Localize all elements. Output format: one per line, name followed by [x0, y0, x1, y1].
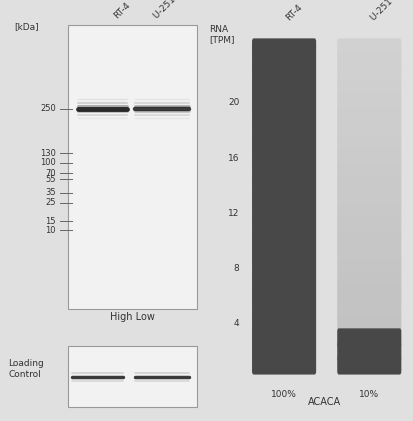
FancyBboxPatch shape: [252, 204, 316, 223]
FancyBboxPatch shape: [252, 93, 316, 112]
Text: 4: 4: [233, 320, 239, 328]
FancyBboxPatch shape: [252, 107, 316, 126]
FancyBboxPatch shape: [252, 38, 316, 57]
FancyBboxPatch shape: [337, 204, 400, 223]
FancyBboxPatch shape: [252, 135, 316, 154]
FancyBboxPatch shape: [252, 163, 316, 181]
Text: [kDa]: [kDa]: [14, 22, 38, 31]
Text: 130: 130: [40, 149, 56, 157]
Text: High Low: High Low: [109, 312, 154, 322]
FancyBboxPatch shape: [68, 25, 197, 309]
Text: U-251 MG: U-251 MG: [152, 0, 190, 21]
Text: 15: 15: [45, 216, 56, 226]
Text: RNA
[TPM]: RNA [TPM]: [209, 24, 234, 44]
Text: 16: 16: [228, 154, 239, 163]
FancyBboxPatch shape: [252, 328, 316, 347]
FancyBboxPatch shape: [337, 287, 400, 306]
FancyBboxPatch shape: [337, 163, 400, 181]
Text: 70: 70: [45, 168, 56, 178]
FancyBboxPatch shape: [337, 190, 400, 209]
FancyBboxPatch shape: [337, 66, 400, 85]
Text: 25: 25: [45, 198, 56, 207]
FancyBboxPatch shape: [337, 314, 400, 333]
Text: 250: 250: [40, 104, 56, 113]
FancyBboxPatch shape: [337, 52, 400, 71]
FancyBboxPatch shape: [337, 232, 400, 250]
FancyBboxPatch shape: [337, 328, 400, 347]
FancyBboxPatch shape: [337, 135, 400, 154]
Text: 20: 20: [228, 99, 239, 107]
Text: U-251 MG: U-251 MG: [368, 0, 406, 23]
Text: 10%: 10%: [358, 390, 378, 399]
FancyBboxPatch shape: [252, 301, 316, 319]
FancyBboxPatch shape: [337, 273, 400, 292]
FancyBboxPatch shape: [252, 190, 316, 209]
FancyBboxPatch shape: [252, 218, 316, 237]
FancyBboxPatch shape: [337, 121, 400, 140]
Text: 55: 55: [45, 175, 56, 184]
FancyBboxPatch shape: [252, 356, 316, 375]
FancyBboxPatch shape: [252, 314, 316, 333]
Text: 10: 10: [45, 226, 56, 235]
FancyBboxPatch shape: [252, 232, 316, 250]
FancyBboxPatch shape: [337, 245, 400, 264]
FancyBboxPatch shape: [337, 80, 400, 99]
FancyBboxPatch shape: [68, 346, 197, 407]
FancyBboxPatch shape: [252, 245, 316, 264]
Text: RT-4: RT-4: [283, 3, 303, 23]
FancyBboxPatch shape: [252, 273, 316, 292]
FancyBboxPatch shape: [337, 301, 400, 319]
Text: 100%: 100%: [271, 390, 296, 399]
FancyBboxPatch shape: [252, 342, 316, 361]
FancyBboxPatch shape: [337, 38, 400, 57]
Text: RT-4: RT-4: [112, 1, 132, 21]
FancyBboxPatch shape: [337, 107, 400, 126]
FancyBboxPatch shape: [252, 149, 316, 168]
FancyBboxPatch shape: [337, 149, 400, 168]
Text: ACACA: ACACA: [307, 397, 340, 407]
Text: Loading
Control: Loading Control: [8, 359, 44, 379]
FancyBboxPatch shape: [252, 80, 316, 99]
FancyBboxPatch shape: [252, 52, 316, 71]
FancyBboxPatch shape: [252, 176, 316, 195]
FancyBboxPatch shape: [337, 218, 400, 237]
FancyBboxPatch shape: [337, 342, 400, 361]
FancyBboxPatch shape: [252, 66, 316, 85]
FancyBboxPatch shape: [252, 259, 316, 278]
FancyBboxPatch shape: [337, 93, 400, 112]
Text: 12: 12: [228, 209, 239, 218]
FancyBboxPatch shape: [337, 176, 400, 195]
Text: 35: 35: [45, 188, 56, 197]
FancyBboxPatch shape: [252, 121, 316, 140]
FancyBboxPatch shape: [337, 259, 400, 278]
FancyBboxPatch shape: [252, 287, 316, 306]
FancyBboxPatch shape: [337, 356, 400, 375]
Text: 100: 100: [40, 158, 56, 167]
Text: 8: 8: [233, 264, 239, 273]
